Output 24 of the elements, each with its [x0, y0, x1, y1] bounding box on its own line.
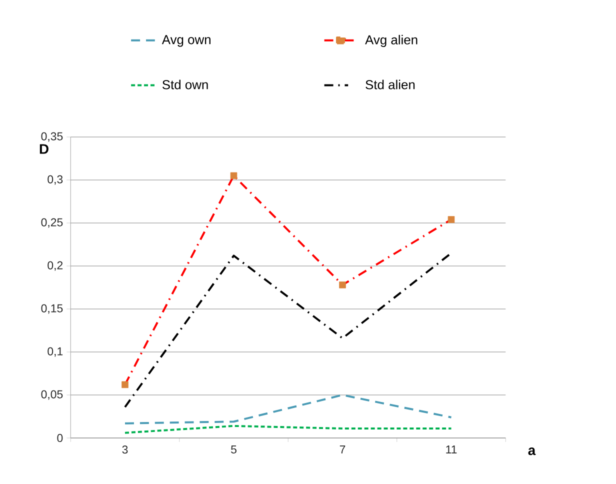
legend-label: Std own: [162, 80, 208, 90]
legend-label: Avg own: [162, 35, 210, 47]
x-axis-title: a: [528, 448, 536, 456]
x-tick-label: 3: [122, 446, 128, 454]
x-tick-label: 5: [231, 446, 236, 454]
line-series: [124, 394, 452, 424]
y-tick-label: 0,15: [41, 304, 63, 314]
x-tick-label: 7: [340, 446, 346, 454]
x-tick-label: 11: [446, 446, 457, 454]
y-axis-title: D: [40, 144, 48, 154]
y-tick-label: 0: [57, 434, 63, 442]
line-series: [124, 252, 452, 408]
y-tick-label: 0,35: [41, 132, 63, 142]
legend-label: Avg alien: [365, 34, 418, 47]
point: [339, 282, 346, 288]
y-tick-label: 0,2: [48, 261, 63, 271]
y-tick-label: 0,25: [41, 218, 63, 228]
legend-label: Std alien: [366, 80, 415, 90]
y-tick-label: 0,3: [48, 175, 63, 185]
point: [230, 172, 238, 180]
point: [122, 381, 128, 388]
point: [448, 216, 455, 223]
y-tick-label: 0,05: [41, 390, 63, 400]
y-tick-label: 0,1: [48, 347, 63, 357]
